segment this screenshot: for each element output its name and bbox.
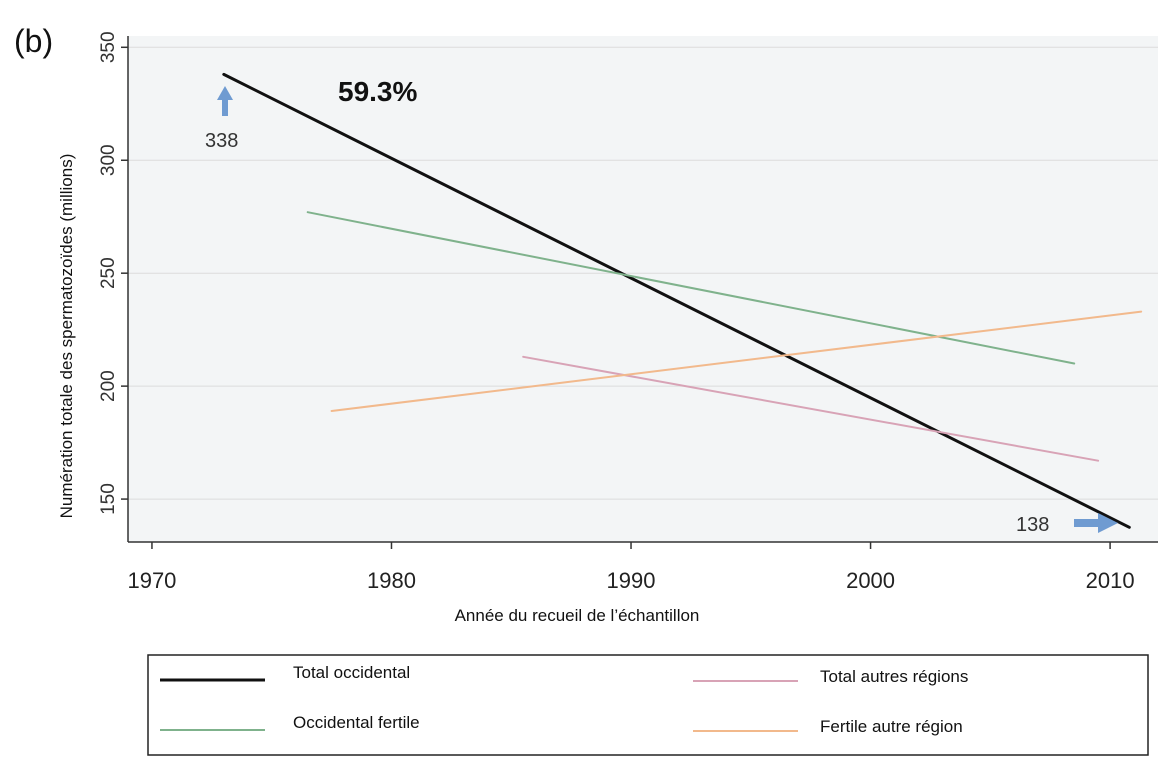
- legend-label: Fertile autre région: [820, 717, 963, 736]
- x-tick-label: 1970: [127, 568, 176, 593]
- series-line-3: [330, 310, 1143, 412]
- y-tick-label: 300: [98, 144, 119, 176]
- x-tick-label: 2010: [1086, 568, 1135, 593]
- y-tick-label: 250: [98, 257, 119, 289]
- series-line-2: [522, 355, 1100, 462]
- x-tick-label: 1990: [607, 568, 656, 593]
- legend-item-occidental-fertile: Occidental fertile: [160, 713, 420, 732]
- series-line-1: [306, 211, 1076, 365]
- percent-decline-annotation: 59.3%: [338, 76, 417, 107]
- x-tick-label: 2000: [846, 568, 895, 593]
- y-axis-title: Numération totale des spermatozoïdes (mi…: [57, 154, 76, 519]
- x-tick-label: 1980: [367, 568, 416, 593]
- y-tick-label: 150: [98, 483, 119, 515]
- plot-background: [128, 36, 1158, 542]
- x-axis-title: Année du recueil de l’échantillon: [455, 606, 700, 625]
- y-tick-label: 350: [98, 31, 119, 63]
- legend-label: Total autres régions: [820, 667, 968, 686]
- legend-box: [147, 654, 1149, 756]
- start-value-annotation: 338: [205, 130, 238, 152]
- end-value-annotation: 138: [1016, 514, 1049, 536]
- y-tick-label: 200: [98, 370, 119, 402]
- up-arrow-icon: [217, 86, 233, 116]
- legend-item-total-occidental: Total occidental: [160, 663, 410, 682]
- right-arrow-icon: [1074, 513, 1118, 533]
- panel-label: (b): [14, 23, 53, 59]
- legend-item-total-autres-regions: Total autres régions: [693, 667, 968, 686]
- legend-label: Total occidental: [293, 663, 410, 682]
- legend-item-fertile-autre-region: Fertile autre région: [693, 717, 963, 736]
- series-line-0: [222, 72, 1131, 529]
- legend-label: Occidental fertile: [293, 713, 420, 732]
